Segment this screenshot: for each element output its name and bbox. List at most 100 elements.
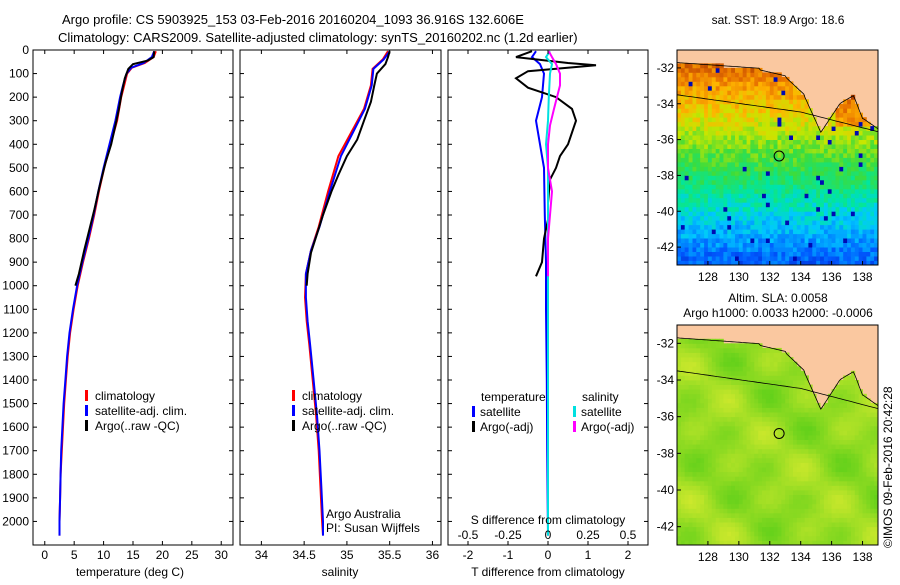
sst-map-cell (785, 94, 790, 100)
sla-map-cell (796, 416, 802, 422)
sst-map-cell (827, 193, 833, 199)
sst-map-cell (750, 90, 755, 96)
sst-map-cell (715, 135, 720, 140)
sst-map-cell (839, 153, 844, 158)
sla-map-cell (742, 343, 747, 349)
sst-map-cell (796, 126, 802, 131)
sst-map-cell (874, 193, 879, 199)
sst-map-cell (765, 130, 771, 136)
sst-map-cell (812, 121, 817, 127)
sla-map-cell (735, 389, 740, 395)
sst-map-cell (719, 144, 724, 149)
sla-map-cell (870, 508, 875, 514)
sla-map-cell (839, 398, 844, 404)
sla-map-cell (758, 357, 763, 363)
sla-map-cell (820, 526, 825, 532)
sla-map-cell (839, 407, 844, 413)
sst-map-cell (719, 206, 724, 212)
sst-map-cell (684, 179, 689, 185)
sst-map-cell (862, 179, 867, 185)
sla-map-cell (746, 457, 751, 463)
sst-map-cell (785, 135, 790, 140)
sla-map-cell (731, 476, 736, 482)
sst-map-cell (731, 94, 736, 100)
sst-map-cell (800, 242, 805, 248)
sst-map-cell (835, 157, 840, 163)
sla-map-cell (684, 490, 689, 495)
sst-map-cell (773, 108, 778, 114)
sla-map-cell (816, 444, 821, 450)
sst-map-xtick-label: 136 (822, 270, 842, 284)
sst-map-cell (746, 260, 751, 266)
sla-map-cell (839, 480, 844, 486)
difference-x2tick-label: -0.5 (458, 528, 479, 542)
sla-map-cell (727, 370, 732, 376)
sla-map-cell (785, 448, 790, 454)
sst-map-cell (684, 90, 689, 96)
sst-map-cell (789, 139, 794, 145)
sla-map-cell (796, 407, 802, 413)
sla-map-cell (847, 407, 852, 413)
sla-map-cell (823, 535, 829, 541)
sst-map-cell (715, 90, 720, 96)
sla-map-cell (804, 448, 809, 454)
salinity-xtick-label: 35.5 (378, 548, 402, 562)
sst-map-cell (777, 135, 782, 140)
sla-map-cell (858, 526, 863, 532)
sst-map-cell (727, 94, 732, 100)
sst-map-cell (746, 193, 751, 199)
sst-map-cell (793, 153, 798, 158)
sst-map-cell (765, 144, 771, 149)
sla-map-cell (804, 517, 809, 523)
sla-map-cell (874, 444, 879, 450)
sla-map-ytick-label: -34 (657, 373, 675, 387)
sla-map-cell (862, 522, 867, 528)
sla-map-cell (835, 490, 840, 495)
sla-map-cell (839, 503, 844, 509)
sst-map-cell (862, 130, 867, 136)
sst-map-cell (723, 166, 728, 172)
sla-map-cell (866, 407, 871, 413)
sla-map-cell (680, 352, 686, 358)
sst-map-cell (820, 175, 825, 181)
sla-map-cell (715, 457, 720, 463)
sst-map-cell (847, 144, 852, 149)
sla-map-cell (800, 439, 805, 445)
sla-map-cell (731, 375, 736, 381)
sla-map-cell (843, 485, 848, 491)
sst-map-cell (762, 139, 767, 145)
sla-map-cell (823, 439, 829, 445)
sst-map-cell (719, 170, 724, 176)
sst-map-cell (816, 229, 821, 235)
sla-map-cell (874, 402, 879, 408)
sla-map-cell (850, 402, 856, 408)
sla-map-cell (839, 494, 844, 500)
sst-map-cell (677, 157, 682, 163)
sla-map-cell (816, 490, 821, 495)
sla-map-cell (738, 526, 744, 532)
sla-map-cell (742, 462, 747, 468)
sla-map-cell (847, 384, 852, 390)
sla-map-cell (777, 402, 782, 408)
sst-map-cell (707, 144, 713, 149)
sla-map-cell (854, 393, 860, 399)
sst-map-cell (777, 153, 782, 158)
sla-map-cell (777, 471, 782, 477)
sla-map-cell (758, 389, 763, 395)
sst-map-cell (843, 224, 848, 230)
sla-map-cell (835, 508, 840, 514)
sla-map-cell (692, 343, 697, 349)
sst-map-cell (827, 211, 833, 217)
sla-map-cell (773, 535, 778, 541)
temperature-ytick-label: 1300 (2, 349, 29, 363)
sst-map-cell (765, 238, 771, 243)
sst-map-cell (839, 188, 844, 194)
sla-map-cell (680, 508, 686, 514)
sst-map-cell (789, 220, 794, 226)
sla-map-cell (781, 416, 786, 422)
sst-map-cell (738, 108, 744, 114)
sst-map-cell (769, 197, 775, 203)
sla-map-cell (796, 448, 802, 454)
temperature-ytick-label: 1600 (2, 420, 29, 434)
sst-map-cell (696, 215, 701, 221)
